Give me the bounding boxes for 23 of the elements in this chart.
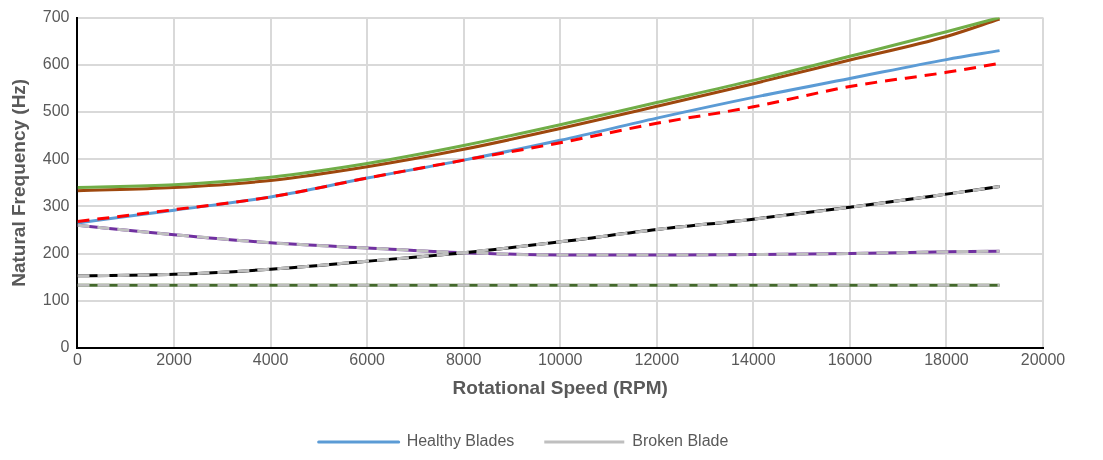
x-tick-label: 4000 [252, 351, 289, 369]
x-tick-label: 0 [73, 351, 83, 369]
y-tick-label: 500 [42, 102, 70, 120]
y-tick-label: 600 [42, 55, 70, 73]
y-axis-title: Natural Frequency (Hz) [7, 78, 29, 287]
x-tick-label: 20000 [1020, 351, 1066, 369]
x-tick-label: 8000 [445, 351, 482, 369]
x-tick-label: 14000 [731, 351, 776, 369]
y-tick-label: 0 [60, 338, 70, 356]
legend-label: Healthy Blades [406, 432, 515, 450]
x-tick-label: 2000 [156, 351, 192, 369]
y-tick-label: 300 [42, 196, 70, 214]
x-tick-label: 18000 [924, 351, 969, 369]
y-tick-label: 700 [42, 8, 70, 26]
x-axis-title: Rotational Speed (RPM) [452, 376, 668, 398]
y-tick-label: 100 [42, 291, 70, 309]
y-tick-label: 200 [42, 244, 70, 262]
x-tick-label: 6000 [349, 351, 386, 369]
x-tick-label: 10000 [538, 351, 583, 369]
y-tick-label: 400 [42, 149, 70, 167]
x-tick-label: 16000 [827, 351, 873, 369]
legend-label: Broken Blade [632, 432, 729, 450]
x-tick-label: 12000 [634, 351, 680, 369]
